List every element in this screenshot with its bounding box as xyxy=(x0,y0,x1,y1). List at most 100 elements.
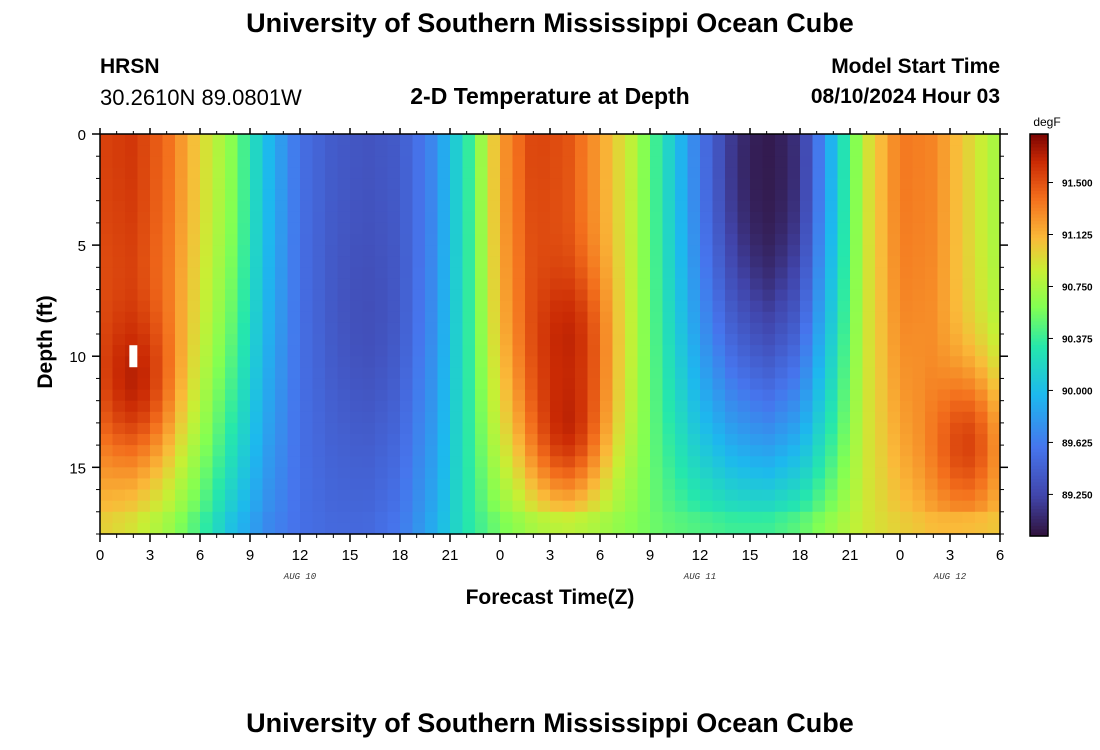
heatmap-cell xyxy=(512,334,526,346)
heatmap-cell xyxy=(625,245,639,257)
heatmap-cell xyxy=(562,267,576,280)
heatmap-cell xyxy=(925,200,939,213)
heatmap-cell xyxy=(500,389,514,402)
heatmap-cell xyxy=(712,422,726,435)
heatmap-cell xyxy=(650,189,664,202)
heatmap-cell xyxy=(362,411,376,424)
colorbar-tick-label: 91.500 xyxy=(1062,179,1093,190)
heatmap-cell xyxy=(987,311,1001,324)
heatmap-cell xyxy=(125,167,139,180)
heatmap-cell xyxy=(387,345,401,357)
heatmap-cell xyxy=(725,511,739,524)
heatmap-cell xyxy=(600,134,614,146)
heatmap-cell xyxy=(587,167,601,180)
heatmap-cell xyxy=(762,222,776,235)
heatmap-cell xyxy=(762,200,776,213)
heatmap-cell xyxy=(775,522,789,535)
heatmap-cell xyxy=(662,200,676,213)
heatmap-cell xyxy=(375,489,389,502)
heatmap-cell xyxy=(837,200,851,213)
heatmap-cell xyxy=(275,334,289,346)
heatmap-cell xyxy=(837,489,851,502)
heatmap-cell xyxy=(362,389,376,402)
heatmap-cell xyxy=(350,411,364,424)
heatmap-cell xyxy=(887,256,901,268)
heatmap-cell xyxy=(437,322,451,335)
heatmap-cell xyxy=(425,278,439,291)
heatmap-cell xyxy=(825,211,839,224)
heatmap-cell xyxy=(175,367,189,380)
heatmap-cell xyxy=(937,145,951,157)
heatmap-cell xyxy=(637,156,651,168)
heatmap-cell xyxy=(562,422,576,435)
heatmap-cell xyxy=(187,411,201,424)
heatmap-cell xyxy=(437,200,451,213)
heatmap-cell xyxy=(775,500,789,513)
heatmap-cell xyxy=(225,378,239,391)
heatmap-cell xyxy=(750,278,764,291)
heatmap-cell xyxy=(262,400,276,413)
heatmap-cell xyxy=(362,345,376,357)
heatmap-cell xyxy=(637,467,651,480)
heatmap-cell xyxy=(362,167,376,180)
colorbar-segment xyxy=(1030,391,1048,396)
heatmap-cell xyxy=(312,145,326,157)
heatmap-cell xyxy=(437,345,451,357)
heatmap-cell xyxy=(600,278,614,291)
heatmap-cell xyxy=(612,522,626,535)
colorbar-segment xyxy=(1030,197,1048,202)
heatmap-cell xyxy=(575,267,589,280)
heatmap-cell xyxy=(687,511,701,524)
heatmap-cell xyxy=(487,278,501,291)
heatmap-cell xyxy=(562,322,576,335)
heatmap-cell xyxy=(737,222,751,235)
heatmap-cell xyxy=(450,167,464,180)
heatmap-cell xyxy=(837,500,851,513)
heatmap-cell xyxy=(437,178,451,191)
heatmap-cell xyxy=(712,478,726,491)
heatmap-cell xyxy=(200,334,214,346)
heatmap-cell xyxy=(925,489,939,502)
heatmap-cell xyxy=(575,345,589,357)
heatmap-cell xyxy=(637,522,651,535)
heatmap-cell xyxy=(800,311,814,324)
colorbar-segment xyxy=(1030,492,1048,497)
heatmap-cell xyxy=(937,289,951,302)
heatmap-cell xyxy=(862,378,876,391)
heatmap-cell xyxy=(537,311,551,324)
heatmap-cell xyxy=(950,434,964,446)
heatmap-cell xyxy=(625,522,639,535)
heatmap-cell xyxy=(362,145,376,157)
heatmap-cell xyxy=(600,245,614,257)
heatmap-cell xyxy=(687,522,701,535)
heatmap-cell xyxy=(400,256,414,268)
heatmap-cell xyxy=(175,200,189,213)
heatmap-cell xyxy=(375,500,389,513)
heatmap-cell xyxy=(900,467,914,480)
heatmap-cell xyxy=(537,478,551,491)
heatmap-cell xyxy=(487,156,501,168)
heatmap-cell xyxy=(587,334,601,346)
heatmap-cell xyxy=(512,411,526,424)
heatmap-cell xyxy=(462,400,476,413)
heatmap-cell xyxy=(162,489,176,502)
heatmap-cell xyxy=(512,500,526,513)
heatmap-cell xyxy=(975,500,989,513)
heatmap-cell xyxy=(237,134,251,146)
heatmap-cell xyxy=(425,378,439,391)
heatmap-cell xyxy=(262,256,276,268)
heatmap-cell xyxy=(462,234,476,246)
colorbar-segment xyxy=(1030,525,1048,530)
heatmap-cell xyxy=(200,500,214,513)
heatmap-cell xyxy=(662,411,676,424)
heatmap-cell xyxy=(775,334,789,346)
heatmap-cell xyxy=(812,522,826,535)
heatmap-cell xyxy=(562,456,576,468)
heatmap-cell xyxy=(750,400,764,413)
heatmap-cell xyxy=(100,234,114,246)
heatmap-cell xyxy=(462,200,476,213)
heatmap-cell xyxy=(375,234,389,246)
heatmap-cell xyxy=(712,200,726,213)
heatmap-cell xyxy=(575,422,589,435)
heatmap-cell xyxy=(312,445,326,457)
